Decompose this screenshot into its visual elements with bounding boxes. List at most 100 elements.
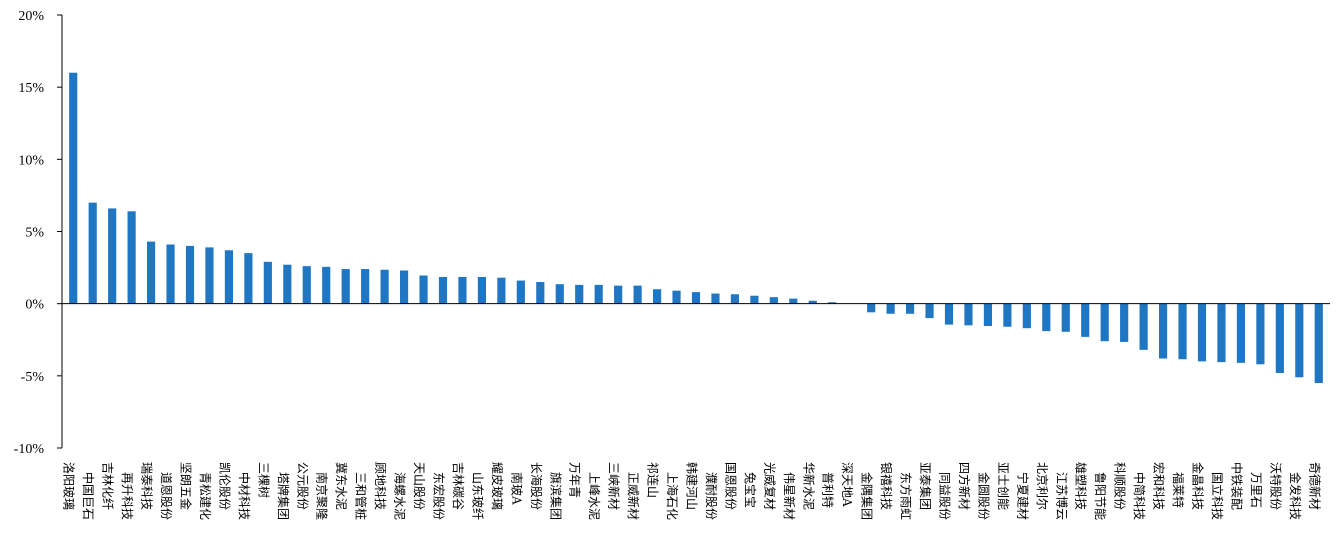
- x-tick-label: 四方新材: [957, 462, 972, 510]
- bar: [380, 269, 389, 304]
- x-tick-label: 天山股份: [412, 462, 426, 510]
- bar: [789, 298, 798, 304]
- x-tick-label: 上海石化: [665, 472, 680, 520]
- bar: [750, 295, 759, 304]
- x-tick-label: 东宏股份: [432, 472, 447, 520]
- bar: [1178, 303, 1187, 360]
- x-tick-label: 华新水泥: [801, 462, 816, 510]
- x-tick-label: 南京聚隆: [315, 472, 330, 520]
- bar: [925, 303, 934, 319]
- y-tick-label: 10%: [18, 153, 44, 168]
- bar: [730, 294, 740, 304]
- x-tick-label: 东方雨虹: [899, 472, 914, 520]
- bar: [399, 270, 409, 304]
- bar: [672, 290, 681, 304]
- bar: [1217, 303, 1226, 363]
- bar: [808, 300, 817, 304]
- x-tick-label: 伟星新材: [782, 472, 797, 520]
- x-tick-label: 亚士创能: [996, 462, 1010, 510]
- x-tick-label: 金晶科技: [1191, 462, 1206, 510]
- y-tick-label: -10%: [14, 442, 45, 457]
- bar: [769, 297, 778, 304]
- bar: [711, 293, 720, 304]
- bar: [263, 261, 272, 304]
- bar: [1061, 303, 1070, 332]
- bar: [224, 250, 234, 304]
- x-tick-label: 吉林碳谷: [451, 462, 465, 510]
- x-tick-label: 银禧科技: [879, 462, 893, 510]
- bars-group: [69, 72, 1323, 384]
- bar: [1100, 303, 1109, 342]
- bar: [146, 241, 156, 304]
- x-tick-label: 上峰水泥: [587, 472, 601, 520]
- bar: [867, 303, 876, 313]
- x-tick-label: 山东玻纤: [470, 472, 484, 520]
- x-tick-label: 吉林化纤: [101, 462, 115, 510]
- bar: [438, 276, 448, 304]
- bar: [594, 284, 603, 304]
- x-tick-label: 海螺水泥: [393, 472, 408, 520]
- y-tick-label: 15%: [18, 81, 44, 96]
- bar: [185, 245, 195, 304]
- bar: [497, 277, 506, 304]
- x-tick-label: 南玻A: [509, 472, 524, 505]
- bar: [536, 282, 545, 304]
- bar: [1197, 303, 1207, 362]
- x-tick-label: 长海股份: [529, 462, 544, 510]
- x-tick-label: 雄塑科技: [1074, 462, 1089, 510]
- y-tick-label: 20%: [18, 9, 44, 24]
- x-tick-label: 顾地科技: [373, 462, 387, 510]
- x-tick-label: 中简科技: [1132, 472, 1147, 520]
- bar: [302, 266, 311, 304]
- x-tick-label: 深天地A: [840, 462, 854, 507]
- x-tick-label: 江苏博云: [1054, 472, 1069, 520]
- x-tick-label: 国立科技: [1210, 472, 1225, 520]
- x-tick-label: 科顺股份: [1113, 462, 1127, 510]
- bar: [1256, 303, 1265, 365]
- x-tick-label: 耀皮玻璃: [490, 462, 504, 510]
- x-tick-label: 鲁阳节能: [1093, 472, 1107, 520]
- x-tick-label: 再升科技: [120, 472, 134, 520]
- bar: [944, 303, 954, 325]
- x-tick-label: 亚泰集团: [918, 462, 933, 510]
- x-tick-label: 宏和科技: [1152, 462, 1167, 510]
- bar: [516, 280, 525, 304]
- x-tick-label: 塔牌集团: [276, 472, 291, 520]
- x-tick-label: 同益股份: [938, 472, 952, 520]
- x-tick-label: 三和管桩: [354, 472, 369, 520]
- x-tick-label: 坚朗五金: [179, 462, 194, 510]
- bar: [691, 292, 701, 304]
- x-tick-label: 北京利尔: [1035, 462, 1050, 510]
- y-tick-label: 0%: [25, 298, 44, 313]
- bar: [983, 303, 993, 327]
- bar: [88, 202, 97, 304]
- x-tick-labels: 洛阳玻璃 中国巨石 吉林化纤 再升科技 瑞泰科技 道恩股份 坚朗五金 青松建化 凯伦股份 中材科技…: [62, 462, 1323, 520]
- x-tick-label: 韩建河山: [685, 462, 700, 510]
- bar: [633, 285, 642, 304]
- bar: [1139, 303, 1148, 350]
- x-tick-label: 正威新材: [626, 472, 641, 520]
- bar: [1314, 303, 1323, 384]
- bar: [127, 211, 136, 304]
- bar: [1022, 303, 1031, 329]
- x-tick-label: 金发科技: [1288, 472, 1303, 520]
- x-tick-label: 光威复材: [762, 462, 776, 510]
- x-tick-label: 濮耐股份: [704, 472, 719, 520]
- bar: [1120, 303, 1129, 342]
- x-tick-label: 万年青: [568, 462, 582, 498]
- x-tick-label: 沃特股份: [1268, 462, 1283, 510]
- bar: [69, 72, 78, 304]
- bar: [964, 303, 973, 326]
- x-tick-label: 万里石: [1249, 472, 1263, 508]
- x-tick-label: 冀东水泥: [334, 462, 348, 510]
- bar: [283, 264, 292, 304]
- x-tick-label: 中国巨石: [81, 472, 96, 520]
- x-tick-label: 宁夏建材: [1015, 472, 1030, 520]
- bar: [1081, 303, 1090, 337]
- bar: [458, 276, 467, 304]
- x-tick-label: 奇德新材: [1307, 462, 1322, 510]
- bar: [205, 247, 214, 304]
- bar: [1158, 303, 1168, 359]
- bar: [1275, 303, 1284, 373]
- bar: [1003, 303, 1012, 327]
